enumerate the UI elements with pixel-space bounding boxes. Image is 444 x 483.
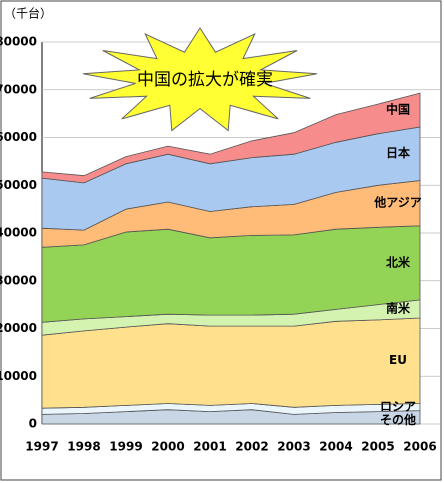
x-tick-label: 2005 [361,440,394,454]
y-tick-label: 20000 [0,321,37,335]
x-tick-label: 2003 [277,440,310,454]
area [41,317,421,409]
starburst [82,27,318,132]
y-tick-label: 70000 [0,82,37,96]
series-label: 北米 [386,254,411,269]
x-tick-label: 2001 [193,440,226,454]
x-tick-label: 1998 [67,440,100,454]
y-tick-label: 10000 [0,369,37,383]
x-tick-label: 1999 [109,440,142,454]
series-label: ロシア [380,400,416,414]
x-tick-label: 1997 [25,440,58,454]
unit-label: （千台） [4,6,52,21]
annotation: 中国の拡大が確実 [137,70,273,90]
series-label: 中国 [386,102,410,117]
x-tick-label: 2000 [151,440,184,454]
y-tick-label: 0 [29,417,37,431]
y-tick-label: 80000 [0,35,37,49]
x-tick-label: 2004 [319,440,352,454]
series-label: EU [389,353,407,367]
x-tick-label: 2006 [403,440,436,454]
series-label: 日本 [386,145,410,160]
y-tick-label: 50000 [0,178,37,192]
series-label: その他 [380,412,416,427]
x-tick-label: 2002 [235,440,268,454]
series-label: 他アジア [373,195,422,210]
y-tick-label: 40000 [0,226,37,240]
area [41,92,421,184]
series-label: 南米 [386,300,411,315]
y-tick-label: 30000 [0,273,37,287]
y-tick-label: 60000 [0,130,37,144]
